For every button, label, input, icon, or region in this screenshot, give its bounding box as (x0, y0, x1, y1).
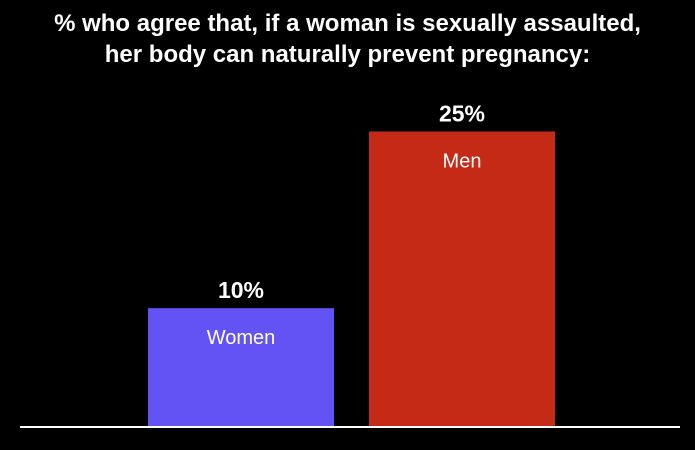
bar-men (369, 131, 555, 427)
chart-title-line-2: her body can naturally prevent pregnancy… (104, 41, 591, 68)
chart-title: % who agree that, if a woman is sexually… (0, 8, 695, 70)
bar-women (148, 308, 334, 426)
bars-group: 10% Women 25% Men (148, 100, 555, 427)
value-label-men: 25% (439, 100, 485, 126)
category-label-men: Men (443, 150, 482, 172)
value-label-women: 10% (218, 277, 264, 303)
chart-title-line-1: % who agree that, if a woman is sexually… (54, 10, 641, 37)
category-label-women: Women (207, 327, 276, 349)
